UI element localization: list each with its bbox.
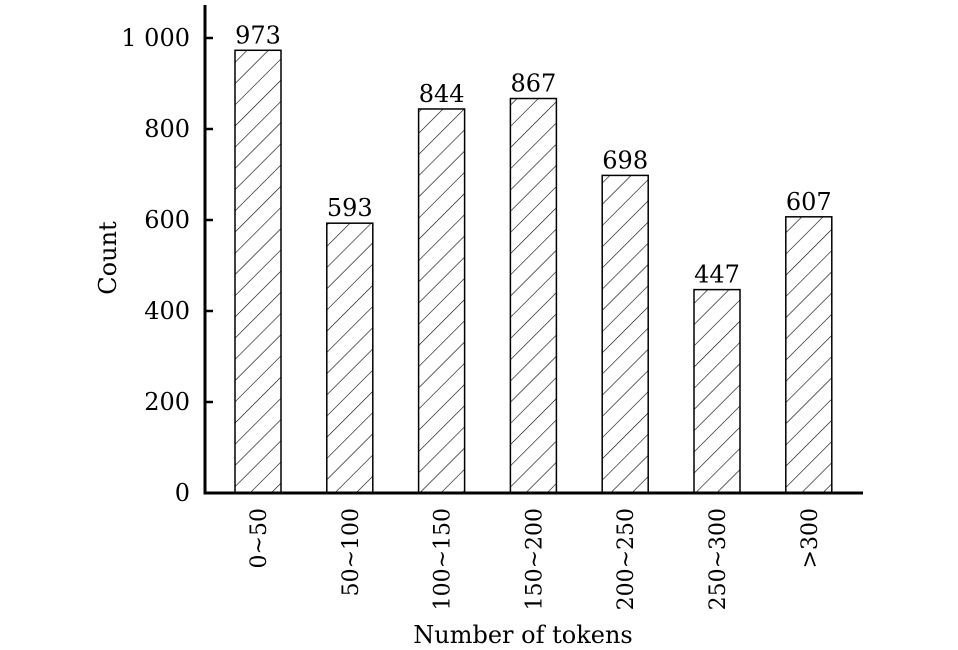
bar-0~50: [234, 49, 282, 494]
x-tick-label: 150~200: [522, 508, 547, 610]
data-label: 593: [327, 194, 373, 222]
data-label: 844: [419, 80, 465, 108]
bar-250~300: [693, 288, 741, 494]
x-tick-label: 250~300: [706, 508, 731, 610]
y-tick-label: 0: [175, 479, 190, 507]
x-tick-label: 200~250: [614, 508, 639, 610]
y-tick-label: 400: [144, 297, 190, 325]
bar-100~150: [417, 108, 466, 494]
y-tick-label: 600: [144, 206, 190, 234]
bar-200~250: [601, 174, 649, 494]
data-label: 447: [694, 261, 740, 289]
x-tick-label: >300: [798, 508, 823, 568]
bar-50~100: [326, 222, 374, 494]
bar-150~200: [509, 97, 558, 494]
bar->300: [785, 216, 833, 494]
x-tick-label: 50~100: [339, 508, 364, 596]
x-tick-label: 100~150: [431, 508, 456, 610]
y-tick-label: 1 000: [121, 24, 190, 52]
y-tick-label: 200: [144, 388, 190, 416]
data-label: 698: [602, 146, 648, 174]
data-label: 973: [235, 21, 281, 49]
data-label: 867: [510, 70, 556, 98]
y-axis-label: Count: [94, 221, 122, 295]
x-axis-label: Number of tokens: [413, 621, 632, 649]
data-label: 607: [786, 188, 832, 216]
x-tick-label: 0~50: [247, 508, 272, 568]
y-tick-label: 800: [144, 115, 190, 143]
